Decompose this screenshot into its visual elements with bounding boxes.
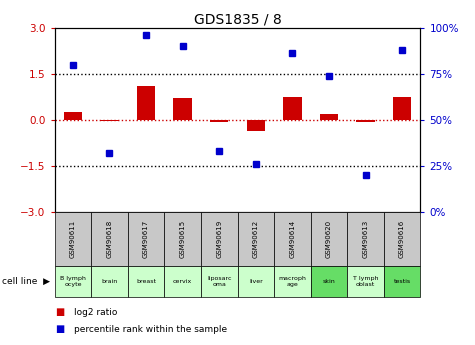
Bar (55, 212, 91, 266)
Text: GSM90620: GSM90620 (326, 220, 332, 258)
Bar (347, 266, 384, 297)
Text: cell line  ▶: cell line ▶ (2, 277, 50, 286)
Bar (201, 212, 238, 266)
Bar (311, 212, 347, 266)
Bar (55, 266, 91, 297)
Bar (247, 120, 265, 131)
Bar (173, 98, 192, 120)
Text: T lymph
oblast: T lymph oblast (353, 276, 378, 287)
Bar (137, 86, 155, 120)
Text: GSM90614: GSM90614 (289, 220, 295, 258)
Bar (320, 114, 338, 120)
Text: GSM90619: GSM90619 (216, 220, 222, 258)
Text: brain: brain (101, 279, 118, 284)
Bar (91, 212, 128, 266)
Bar (311, 266, 347, 297)
Bar (128, 266, 164, 297)
Bar (356, 120, 375, 122)
Text: testis: testis (393, 279, 411, 284)
Bar (347, 212, 384, 266)
Bar (128, 212, 164, 266)
Bar (164, 266, 201, 297)
Text: GSM90617: GSM90617 (143, 220, 149, 258)
Text: cervix: cervix (173, 279, 192, 284)
Bar (393, 97, 411, 120)
Text: GSM90611: GSM90611 (70, 220, 76, 258)
Text: B lymph
ocyte: B lymph ocyte (60, 276, 86, 287)
Bar (384, 266, 420, 297)
Text: GSM90618: GSM90618 (106, 220, 113, 258)
Text: ■: ■ (55, 325, 64, 334)
Bar (164, 212, 201, 266)
Bar (210, 120, 228, 122)
Text: liposarc
oma: liposarc oma (207, 276, 231, 287)
Text: GSM90613: GSM90613 (362, 220, 369, 258)
Bar (64, 112, 82, 120)
Text: macroph
age: macroph age (278, 276, 306, 287)
Bar (274, 266, 311, 297)
Text: percentile rank within the sample: percentile rank within the sample (74, 325, 227, 334)
Title: GDS1835 / 8: GDS1835 / 8 (194, 12, 281, 27)
Bar (283, 97, 302, 120)
Bar (384, 212, 420, 266)
Bar (91, 266, 128, 297)
Text: GSM90612: GSM90612 (253, 220, 259, 258)
Text: ■: ■ (55, 307, 64, 317)
Bar (238, 212, 274, 266)
Bar (238, 266, 274, 297)
Bar (100, 120, 119, 121)
Bar (274, 212, 311, 266)
Text: liver: liver (249, 279, 263, 284)
Text: GSM90615: GSM90615 (180, 220, 186, 258)
Text: GSM90616: GSM90616 (399, 220, 405, 258)
Text: log2 ratio: log2 ratio (74, 308, 117, 317)
Text: skin: skin (323, 279, 335, 284)
Bar (201, 266, 238, 297)
Text: breast: breast (136, 279, 156, 284)
